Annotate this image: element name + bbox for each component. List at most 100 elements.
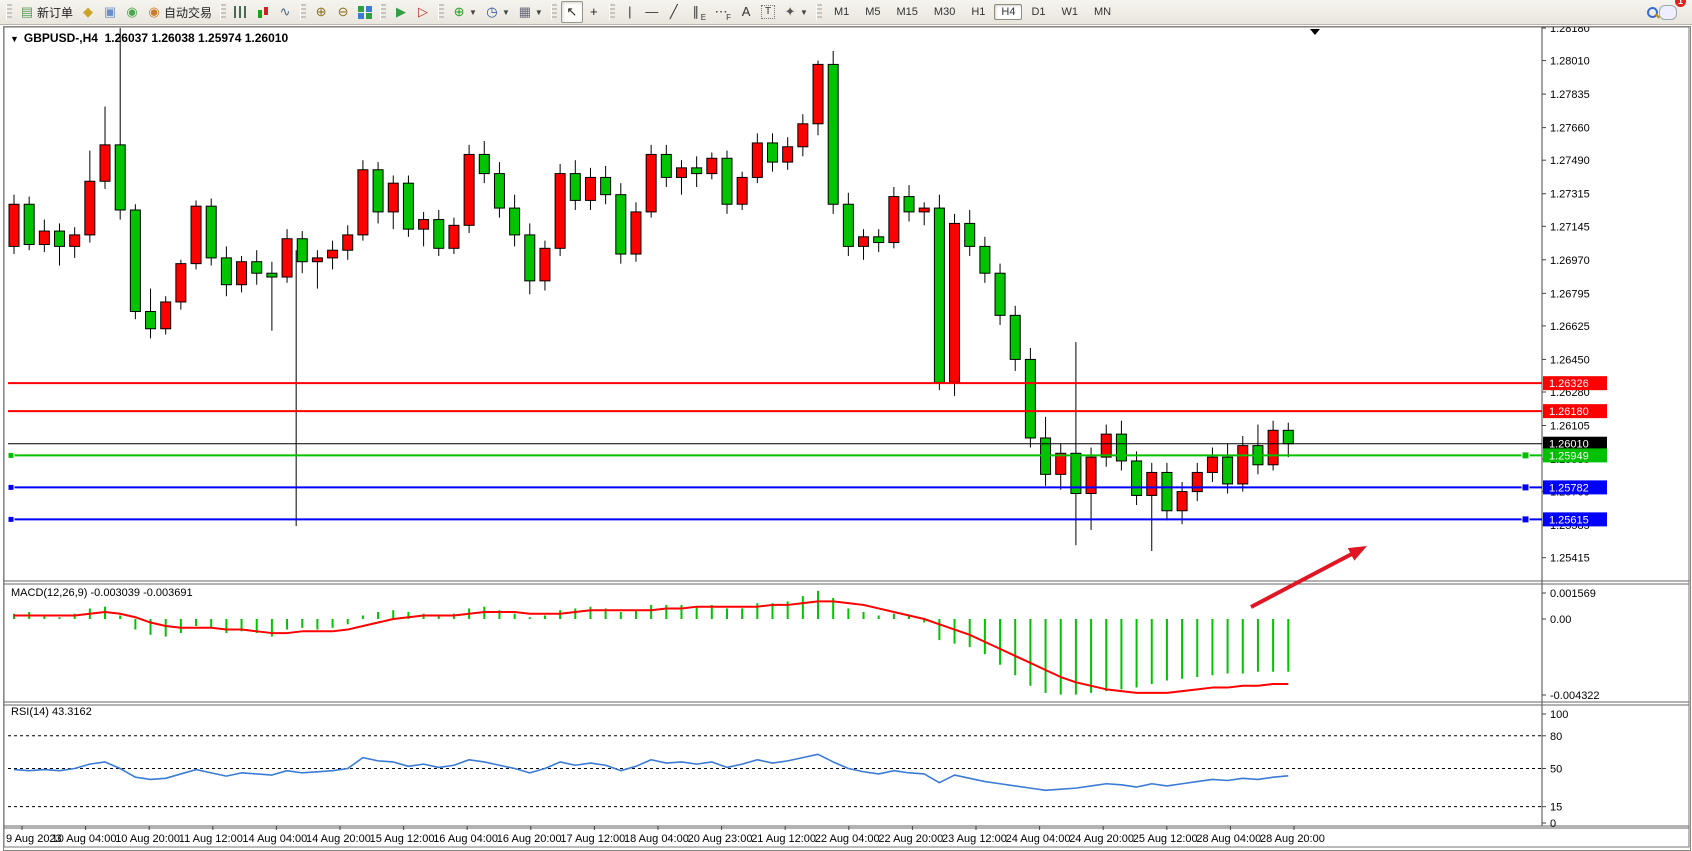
candle-body <box>175 263 187 303</box>
templates-button-dropdown-icon[interactable]: ▼ <box>534 7 543 17</box>
toolbar: ▤ 新订单 ◆ ▣ ◉ ◉ 自动交易 ∿ ⊕ ⊖ ▶ ▷ ⊕ ▼ ◷ ▼ ▦ ▼ ↖ + | ― ╱ ∥ E ⋯ F A T ✦ ▼ M1 M5… <box>0 0 1692 25</box>
macd-axis-label: 0.00 <box>1550 614 1571 626</box>
time-axis-label: 23 Aug 12:00 <box>942 833 1007 845</box>
candle-body <box>387 182 399 213</box>
tile-windows-button-icon <box>358 5 373 19</box>
support-line-blue-1-handle-left[interactable] <box>7 483 15 491</box>
price-tick-label: 1.28180 <box>1550 27 1590 35</box>
chat-icon[interactable] <box>1659 4 1677 20</box>
vline-button[interactable]: | <box>619 1 641 23</box>
templates-button[interactable]: ▦ ▼ <box>514 1 547 23</box>
candle-body <box>266 272 278 278</box>
candle-body <box>1085 456 1097 495</box>
candle-body <box>660 153 672 178</box>
candle-body <box>918 207 930 213</box>
time-axis-label: 28 Aug 04:00 <box>1196 833 1261 845</box>
timeframe-M30[interactable]: M30 <box>933 6 956 18</box>
terminal-button[interactable]: ▣ <box>99 1 121 23</box>
price-tick-label: 1.26795 <box>1550 288 1590 300</box>
candle-body <box>675 167 687 178</box>
arrows-button-dropdown-icon[interactable]: ▼ <box>800 7 808 17</box>
time-axis-label: 22 Aug 04:00 <box>815 833 880 845</box>
chart-window[interactable]: 1.28180 1.28010 1.27835 1.27660 1.27490 1.273… <box>3 26 1691 851</box>
periods-button-dropdown-icon[interactable]: ▼ <box>501 7 510 17</box>
macd-values: -0.003039 -0.003691 <box>90 587 193 599</box>
trend-arrow[interactable] <box>1250 548 1360 609</box>
support-line-green-handle-left[interactable] <box>7 451 15 459</box>
text-button[interactable]: A <box>735 1 757 23</box>
time-axis-label: 21 Aug 12:00 <box>751 833 816 845</box>
candle-body <box>645 153 657 213</box>
trendline-button[interactable]: ╱ <box>663 1 685 23</box>
notification-badge: 1 <box>1675 0 1686 7</box>
signals-button[interactable]: ◉ <box>121 1 143 23</box>
fibo-button-icon: ⋯ <box>714 4 728 19</box>
timeframe-M5[interactable]: M5 <box>865 6 881 18</box>
timeframe-M15[interactable]: M15 <box>896 6 918 18</box>
timeframe-W1[interactable]: W1 <box>1061 6 1079 18</box>
timeframe-H1[interactable]: H1 <box>971 6 986 18</box>
chart-canvas[interactable]: 1.28180 1.28010 1.27835 1.27660 1.27490 1.273… <box>4 27 1690 848</box>
timeframe-M1[interactable]: M1 <box>833 6 850 18</box>
chart-shift-button[interactable]: ▷ <box>412 1 434 23</box>
candle-chart-button[interactable] <box>252 1 274 23</box>
bar-chart-button[interactable] <box>230 1 252 23</box>
time-axis-label: 17 Aug 12:00 <box>560 833 625 845</box>
candle-body <box>236 261 248 286</box>
candle-body <box>964 222 976 247</box>
candle-body <box>38 230 50 245</box>
hline-button[interactable]: ― <box>641 1 663 23</box>
support-line-green-handle-right[interactable] <box>1521 451 1530 460</box>
time-axis-label: 9 Aug 2023 <box>6 833 62 845</box>
label-button[interactable]: T <box>757 1 779 23</box>
search-icon[interactable] <box>1646 6 1659 19</box>
toolbar-grip <box>608 4 615 20</box>
chart-title: ▼ GBPUSD-,H4 1.26037 1.26038 1.25974 1.26… <box>10 31 288 45</box>
support-line-blue-2-handle-left[interactable] <box>7 515 15 523</box>
rsi-axis-label: 15 <box>1550 802 1562 814</box>
auto-scroll-button[interactable]: ▶ <box>390 1 412 23</box>
tile-windows-button[interactable] <box>354 1 376 23</box>
periods-button[interactable]: ◷ ▼ <box>481 1 514 23</box>
cursor-button-icon: ↖ <box>566 4 578 19</box>
channel-button[interactable]: ∥ E <box>685 1 710 23</box>
new-order-button[interactable]: ▤ 新订单 <box>16 1 77 23</box>
candle-body <box>342 234 354 251</box>
crosshair-button[interactable]: + <box>583 1 605 23</box>
zoom-in-button[interactable]: ⊕ <box>310 1 332 23</box>
cursor-button[interactable]: ↖ <box>560 1 583 23</box>
candle-body <box>1237 445 1249 485</box>
support-line-blue-1-price-badge <box>1543 480 1607 495</box>
support-line-blue-2-handle-right[interactable] <box>1521 515 1530 524</box>
fibo-button[interactable]: ⋯ F <box>710 1 735 23</box>
trend-arrow-head[interactable] <box>1347 546 1367 561</box>
candle-body <box>842 203 854 247</box>
hline-button-icon: ― <box>645 4 659 19</box>
timeframe-MN[interactable]: MN <box>1094 6 1112 18</box>
indicators-button-dropdown-icon[interactable]: ▼ <box>469 7 477 17</box>
time-axis-label: 18 Aug 04:00 <box>624 833 689 845</box>
chart-shift-marker[interactable] <box>1310 29 1320 35</box>
price-tick-label: 1.27490 <box>1550 155 1590 167</box>
zoom-out-button[interactable]: ⊖ <box>332 1 354 23</box>
resistance-line-2-price-badge <box>1543 404 1607 419</box>
candle-body <box>858 236 870 247</box>
candle-body <box>448 224 460 249</box>
candle-body <box>994 272 1006 316</box>
candle-body <box>327 249 339 259</box>
candle-body <box>1070 452 1082 495</box>
indicators-button[interactable]: ⊕ ▼ <box>448 1 481 23</box>
metaeditor-button[interactable]: ◆ <box>77 1 99 23</box>
candle-body <box>979 245 991 274</box>
timeframe-D1[interactable]: D1 <box>1031 6 1046 18</box>
autotrading-button[interactable]: ◉ 自动交易 <box>143 1 216 23</box>
symbol-collapse-icon[interactable]: ▼ <box>10 34 19 44</box>
candle-body <box>251 261 263 274</box>
toolbar-grip <box>220 4 227 20</box>
timeframe-H4[interactable]: H4 <box>994 4 1023 20</box>
toolbar-grip <box>550 4 557 20</box>
support-line-blue-1-handle-right[interactable] <box>1521 483 1530 492</box>
line-chart-button[interactable]: ∿ <box>274 1 296 23</box>
candle-body <box>767 142 778 163</box>
arrows-button[interactable]: ✦ ▼ <box>779 1 812 23</box>
